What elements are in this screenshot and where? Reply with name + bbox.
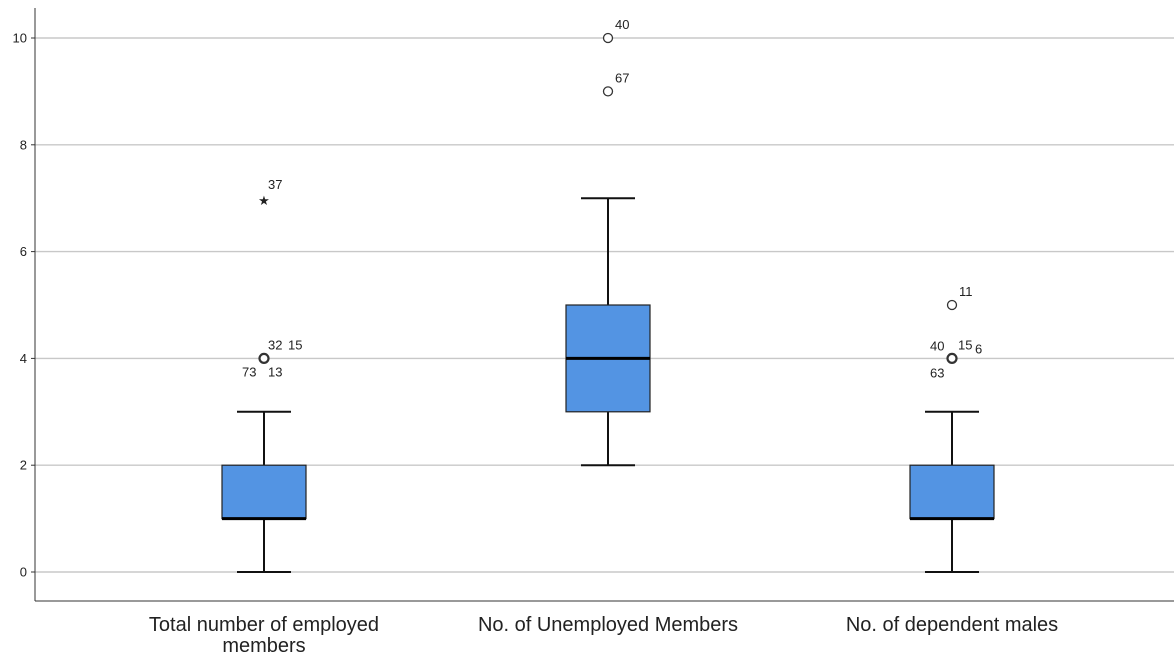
- y-tick-label: 10: [13, 31, 27, 46]
- outlier-case-label: 40: [930, 338, 944, 353]
- outlier-marker: [602, 86, 614, 97]
- outlier-case-label: 6: [975, 341, 982, 356]
- outlier-case-label: 40: [615, 17, 629, 32]
- x-category-label-line: No. of Unemployed Members: [478, 614, 738, 636]
- axes: [31, 8, 1174, 602]
- y-tick-label: 4: [20, 351, 27, 366]
- outlier-case-label: 15: [288, 337, 302, 352]
- category-labels: Total number of employed members No. of Un…: [149, 614, 1058, 654]
- y-tick-label: 8: [20, 137, 27, 152]
- outlier-case-label: 11: [959, 284, 973, 299]
- outlier-case-label: 73: [242, 364, 256, 379]
- x-category-label-line: members: [222, 635, 305, 654]
- box-3: 40 15 6 63 11: [909, 284, 995, 573]
- outlier-marker: [258, 352, 270, 364]
- y-tick-label: 2: [20, 458, 27, 473]
- iqr-box: [909, 464, 995, 520]
- outlier-marker: [602, 32, 614, 44]
- x-category-label: Total number of employed members: [149, 614, 379, 654]
- outlier-case-label: 13: [268, 364, 282, 379]
- outlier-marker: [946, 299, 958, 311]
- iqr-box: [221, 464, 307, 520]
- extreme-outlier-marker: ★: [258, 193, 270, 208]
- outlier-case-label: 63: [930, 365, 944, 380]
- y-tick-label: 6: [20, 244, 27, 259]
- outlier-marker: [946, 352, 958, 364]
- outlier-case-label: 32: [268, 337, 282, 352]
- x-category-label-line: No. of dependent males: [846, 614, 1058, 636]
- x-category-label: No. of Unemployed Members: [478, 614, 738, 636]
- box-2: 67 40: [565, 17, 651, 467]
- y-tick-labels: 0 2 4 6 8 10: [13, 31, 27, 580]
- outlier-case-label: 15: [958, 337, 972, 352]
- outlier-case-label: 67: [615, 70, 629, 85]
- outlier-case-label: 37: [268, 177, 282, 192]
- x-category-label-line: Total number of employed: [149, 614, 379, 636]
- box-1: 32 15 73 13 ★37: [221, 177, 307, 573]
- y-tick-label: 0: [20, 565, 27, 580]
- x-category-label: No. of dependent males: [846, 614, 1058, 636]
